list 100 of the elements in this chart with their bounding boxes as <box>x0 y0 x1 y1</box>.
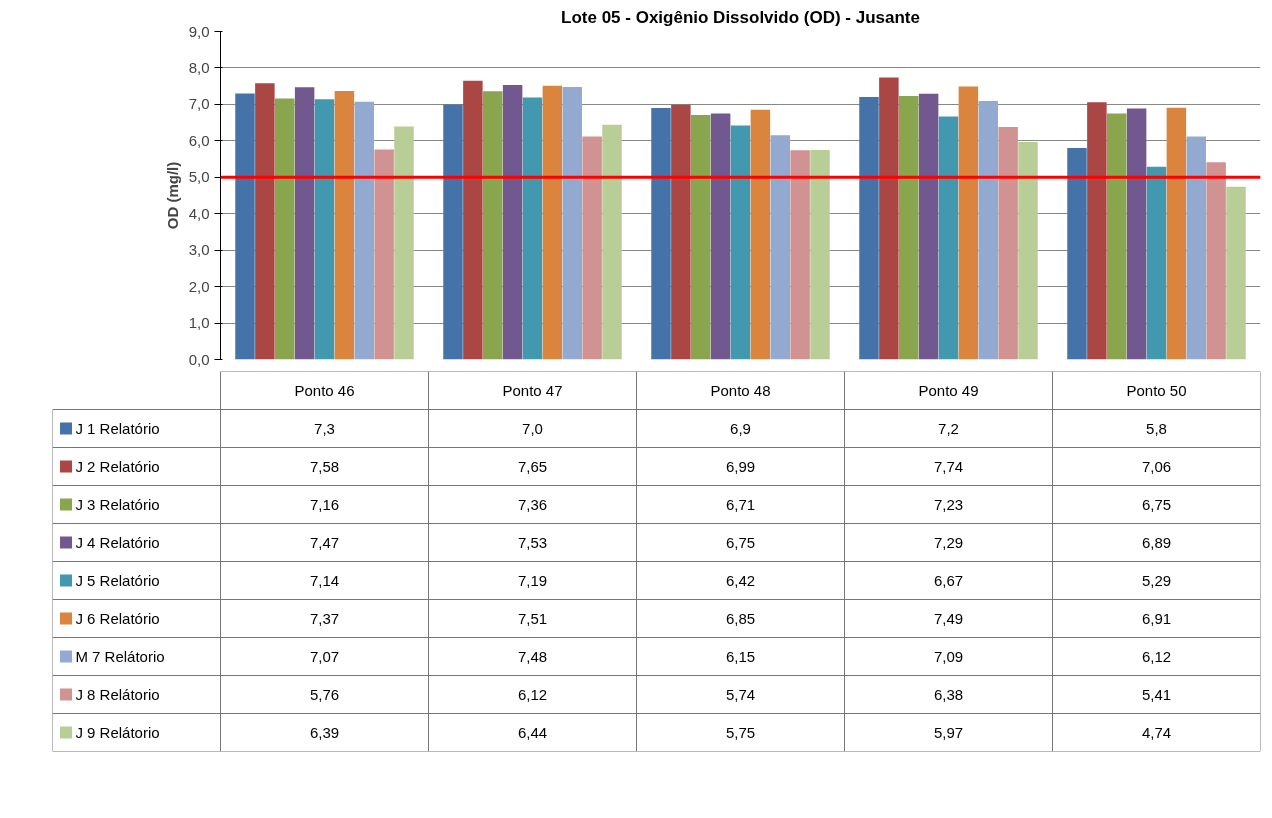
data-label: 5,97 <box>933 723 964 741</box>
data-label: 7,19 <box>517 571 548 589</box>
bar <box>958 86 979 360</box>
bar <box>859 97 879 360</box>
y-tick-label: 3,0 <box>188 241 210 259</box>
bar <box>602 124 622 360</box>
bar <box>463 80 483 360</box>
data-label: 6,12 <box>1141 647 1172 665</box>
y-tick-label: 0,0 <box>188 350 210 368</box>
bar <box>730 125 751 360</box>
bar <box>374 149 394 360</box>
bar <box>1146 166 1167 360</box>
data-label: 6,67 <box>933 571 964 589</box>
legend-label: J 3 Relatório <box>75 496 160 513</box>
data-label: 5,74 <box>725 685 756 703</box>
legend-label: M 7 Relátorio <box>75 648 165 665</box>
legend-label: J 1 Relatório <box>75 420 160 437</box>
bar <box>562 86 582 360</box>
data-label: 7,09 <box>933 647 964 665</box>
data-label: 7,3 <box>314 419 335 437</box>
bar <box>810 149 830 360</box>
bar <box>1067 148 1087 360</box>
legend-label: J 5 Relatório <box>75 572 160 589</box>
bar <box>314 99 335 360</box>
data-label: 7,06 <box>1141 457 1172 475</box>
bar <box>522 97 543 360</box>
data-label: 7,49 <box>933 609 964 627</box>
bar <box>671 104 691 360</box>
bar <box>770 135 790 360</box>
x-tick-label: Ponto 49 <box>918 382 979 399</box>
x-tick-label: Ponto 46 <box>294 382 355 399</box>
y-axis-title: OD (mg/l) <box>163 161 181 230</box>
chart-title: Lote 05 - Oxigênio Dissolvido (OD) - Jusante <box>561 7 920 27</box>
bar <box>582 136 602 360</box>
data-label: 6,15 <box>725 647 756 665</box>
data-label: 7,36 <box>517 495 548 513</box>
data-label: 7,65 <box>517 457 548 475</box>
data-label: 7,07 <box>309 647 340 665</box>
bar <box>899 96 919 360</box>
bar <box>255 83 275 360</box>
data-label: 6,99 <box>725 457 756 475</box>
data-label: 7,29 <box>933 533 964 551</box>
bar <box>790 150 810 360</box>
bar <box>1107 113 1127 360</box>
data-label: 7,0 <box>522 419 543 437</box>
data-label: 7,2 <box>938 419 959 437</box>
data-label: 6,9 <box>730 419 751 437</box>
y-tick-label: 7,0 <box>188 95 210 113</box>
x-tick-label: Ponto 47 <box>502 382 563 399</box>
bar <box>542 85 563 360</box>
bar <box>294 87 315 360</box>
x-tick-label: Ponto 50 <box>1126 382 1187 399</box>
bar <box>1126 108 1147 360</box>
bar <box>394 126 414 360</box>
data-label: 6,75 <box>725 533 756 551</box>
data-label: 5,76 <box>309 685 340 703</box>
data-label: 5,29 <box>1141 571 1172 589</box>
data-label: 6,38 <box>933 685 964 703</box>
bar <box>918 93 939 360</box>
data-label: 6,75 <box>1141 495 1172 513</box>
y-tick-label: 5,0 <box>188 168 210 186</box>
data-label: 4,74 <box>1141 723 1172 741</box>
bar <box>978 101 998 360</box>
bar <box>275 98 295 360</box>
bar <box>1018 141 1038 360</box>
bar <box>710 113 731 360</box>
bar <box>443 104 463 360</box>
y-tick-label: 9,0 <box>188 22 210 40</box>
legend-label: J 9 Relátorio <box>75 724 160 741</box>
bar <box>750 109 771 360</box>
data-label: 6,44 <box>517 723 548 741</box>
bar <box>1206 162 1226 360</box>
data-label: 6,89 <box>1141 533 1172 551</box>
y-tick-label: 8,0 <box>188 58 210 76</box>
bar <box>1226 186 1246 360</box>
bar <box>1186 136 1206 360</box>
bar <box>483 91 503 360</box>
data-label: 6,12 <box>517 685 548 703</box>
legend-label: J 4 Relatório <box>75 534 160 551</box>
y-tick-label: 4,0 <box>188 204 210 222</box>
data-label: 7,74 <box>933 457 964 475</box>
legend-label: J 8 Relátorio <box>75 686 160 703</box>
bar <box>334 90 355 360</box>
data-label: 7,58 <box>309 457 340 475</box>
bar <box>879 77 899 360</box>
bar <box>998 126 1018 360</box>
data-label: 7,37 <box>309 609 340 627</box>
bar <box>1166 107 1187 360</box>
data-label: 7,51 <box>517 609 548 627</box>
bar <box>235 93 255 360</box>
data-label: 6,85 <box>725 609 756 627</box>
legend-label: J 2 Relatório <box>75 458 160 475</box>
y-tick-label: 6,0 <box>188 131 210 149</box>
legend-label: J 6 Relatório <box>75 610 160 627</box>
data-label: 6,39 <box>309 723 340 741</box>
bar <box>651 108 671 360</box>
y-tick-label: 1,0 <box>188 314 210 332</box>
data-label: 7,48 <box>517 647 548 665</box>
data-label: 5,75 <box>725 723 756 741</box>
data-label: 7,47 <box>309 533 340 551</box>
